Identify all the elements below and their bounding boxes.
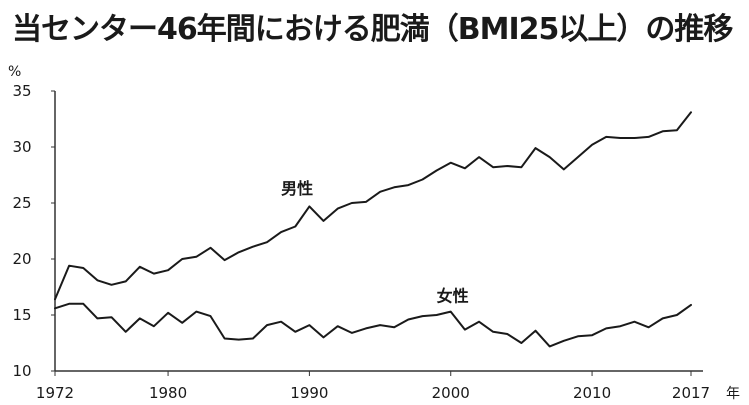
series-label-male: 男性 — [281, 179, 313, 198]
y-tick-label: 25 — [12, 194, 31, 212]
x-tick-label: 2010 — [573, 384, 611, 402]
x-axis-unit-label: 年 — [726, 386, 740, 402]
series-lines — [54, 111, 692, 348]
chart-title: 当センター46年間における肥満（BMI25以上）の推移 — [12, 12, 733, 47]
y-axis-unit-label: % — [8, 64, 21, 80]
y-tick-label: 20 — [12, 250, 31, 268]
series-line-female — [54, 302, 692, 348]
y-tick-label: 30 — [12, 138, 31, 156]
series-label-female: 女性 — [437, 287, 469, 306]
series-line-male — [54, 111, 692, 301]
y-tick-label: 10 — [12, 362, 31, 380]
x-tick-label: 1990 — [290, 384, 328, 402]
x-tick-label: 2000 — [432, 384, 470, 402]
x-tick-label: 1980 — [149, 384, 187, 402]
x-axis-ticks: 1972 1980 1990 2000 2010 2017 — [36, 371, 710, 402]
y-tick-label: 35 — [12, 82, 31, 100]
x-tick-label: 2017 — [672, 384, 710, 402]
x-tick-label: 1972 — [36, 384, 74, 402]
y-tick-label: 15 — [12, 306, 31, 324]
y-axis-ticks: 10 15 20 25 30 35 — [12, 82, 55, 380]
axes — [54, 91, 703, 372]
